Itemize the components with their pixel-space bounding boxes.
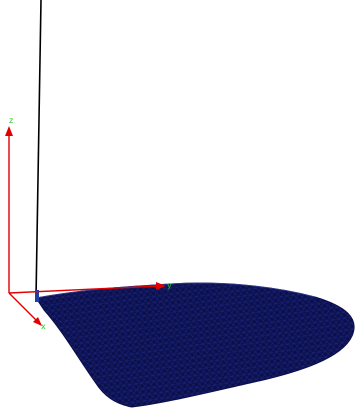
y-axis-arrowhead xyxy=(156,282,166,290)
z-axis-label: z xyxy=(9,116,13,125)
x-axis-label: x xyxy=(41,322,46,331)
z-axis-arrowhead xyxy=(5,126,13,136)
mesh-edge-highlight xyxy=(35,282,316,299)
mesh-surface[interactable] xyxy=(35,282,355,408)
xyz-axis-triad-icon: z y x xyxy=(5,116,172,331)
x-axis-line xyxy=(8,292,39,323)
x-axis-arrowhead xyxy=(33,317,42,326)
y-axis-label: y xyxy=(167,281,172,290)
origin-marker xyxy=(35,290,39,302)
vertical-pole-line xyxy=(35,0,42,299)
y-axis-line xyxy=(8,285,161,294)
